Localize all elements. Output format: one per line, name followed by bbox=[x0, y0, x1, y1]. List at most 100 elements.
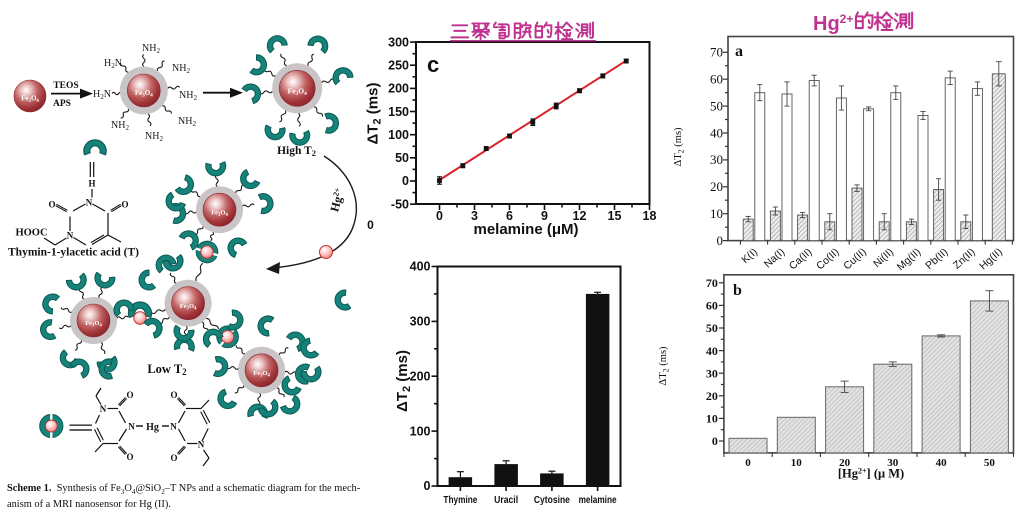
svg-text:ΔT2 (ms): ΔT2 (ms) bbox=[394, 350, 413, 412]
svg-text:NH2: NH2 bbox=[145, 131, 163, 143]
svg-text:40: 40 bbox=[710, 125, 723, 140]
svg-text:200: 200 bbox=[388, 82, 409, 96]
svg-text:Fe3O4: Fe3O4 bbox=[288, 86, 307, 97]
svg-text:Thymin-1-ylacetic acid (T): Thymin-1-ylacetic acid (T) bbox=[8, 247, 139, 259]
svg-text:50: 50 bbox=[395, 151, 409, 165]
svg-text:c: c bbox=[427, 52, 439, 77]
svg-text:Fe3O4: Fe3O4 bbox=[85, 320, 102, 329]
svg-text:70: 70 bbox=[710, 45, 723, 60]
svg-text:O: O bbox=[170, 453, 177, 463]
svg-text:[Hg2+] (μ M): [Hg2+] (μ M) bbox=[838, 467, 904, 481]
svg-text:-50: -50 bbox=[391, 197, 409, 211]
svg-text:0: 0 bbox=[367, 218, 374, 232]
svg-text:30: 30 bbox=[887, 457, 899, 469]
svg-text:300: 300 bbox=[388, 35, 409, 49]
svg-text:10: 10 bbox=[710, 206, 723, 221]
svg-text:N: N bbox=[100, 404, 107, 414]
svg-text:N: N bbox=[170, 422, 177, 432]
svg-text:250: 250 bbox=[388, 59, 409, 73]
svg-text:Fe3O4: Fe3O4 bbox=[135, 89, 153, 99]
svg-text:Uracil: Uracil bbox=[494, 494, 518, 506]
svg-text:0: 0 bbox=[402, 174, 409, 188]
svg-text:12: 12 bbox=[573, 209, 587, 223]
svg-text:NH2: NH2 bbox=[172, 63, 190, 75]
svg-text:b: b bbox=[733, 282, 742, 299]
svg-text:Ca(II): Ca(II) bbox=[787, 246, 815, 272]
svg-text:N: N bbox=[128, 422, 135, 432]
svg-text:Thymine: Thymine bbox=[443, 494, 477, 506]
svg-text:Hg2+: Hg2+ bbox=[327, 186, 347, 213]
svg-text:melamine (μM): melamine (μM) bbox=[473, 221, 578, 238]
svg-text:Cytosine: Cytosine bbox=[534, 494, 570, 506]
svg-text:30: 30 bbox=[706, 366, 718, 380]
svg-text:150: 150 bbox=[388, 105, 409, 119]
svg-text:H: H bbox=[88, 179, 95, 189]
svg-text:70: 70 bbox=[706, 276, 718, 290]
svg-text:Fe3O4: Fe3O4 bbox=[253, 370, 270, 379]
svg-text:10: 10 bbox=[706, 412, 718, 426]
svg-text:a: a bbox=[735, 43, 743, 60]
svg-text:200: 200 bbox=[410, 369, 431, 383]
svg-text:melamine: melamine bbox=[579, 494, 617, 506]
svg-text:Ni(II): Ni(II) bbox=[871, 246, 896, 270]
svg-text:15: 15 bbox=[608, 209, 622, 223]
svg-text:Hg: Hg bbox=[146, 422, 159, 433]
svg-text:100: 100 bbox=[410, 424, 431, 438]
svg-text:O: O bbox=[170, 390, 177, 400]
svg-text:50: 50 bbox=[984, 457, 996, 469]
svg-text:High T2: High T2 bbox=[277, 145, 316, 158]
svg-text:ΔT2 (ms): ΔT2 (ms) bbox=[673, 127, 686, 167]
svg-text:400: 400 bbox=[410, 260, 431, 274]
svg-text:O: O bbox=[126, 452, 133, 462]
svg-text:Cu(II): Cu(II) bbox=[841, 246, 869, 272]
svg-text:Hg(II): Hg(II) bbox=[977, 246, 1005, 272]
svg-text:100: 100 bbox=[388, 128, 409, 142]
svg-text:50: 50 bbox=[706, 321, 718, 335]
svg-text:H2N: H2N bbox=[104, 58, 122, 70]
svg-text:20: 20 bbox=[710, 179, 723, 194]
svg-text:NH2: NH2 bbox=[178, 116, 196, 128]
svg-text:H2N: H2N bbox=[93, 89, 111, 101]
svg-text:3: 3 bbox=[471, 209, 478, 223]
svg-text:0: 0 bbox=[745, 457, 751, 469]
svg-text:TEOS: TEOS bbox=[53, 81, 78, 91]
svg-text:10: 10 bbox=[791, 457, 803, 469]
svg-text:N: N bbox=[198, 440, 205, 450]
svg-text:0: 0 bbox=[717, 233, 724, 248]
svg-text:20: 20 bbox=[839, 457, 851, 469]
svg-text:NH2: NH2 bbox=[142, 43, 160, 55]
svg-text:300: 300 bbox=[410, 315, 431, 329]
svg-text:9: 9 bbox=[541, 209, 548, 223]
svg-text:6: 6 bbox=[506, 209, 513, 223]
svg-text:ΔT2 (ms): ΔT2 (ms) bbox=[365, 83, 384, 145]
svg-text:30: 30 bbox=[710, 152, 723, 167]
svg-text:50: 50 bbox=[710, 98, 723, 113]
svg-text:K(I): K(I) bbox=[739, 246, 760, 266]
svg-text:APS: APS bbox=[53, 99, 71, 109]
svg-text:Fe3O4: Fe3O4 bbox=[21, 95, 39, 105]
svg-text:HOOC: HOOC bbox=[15, 228, 47, 239]
svg-text:40: 40 bbox=[706, 344, 718, 358]
svg-text:Low T2: Low T2 bbox=[147, 362, 187, 377]
svg-text:0: 0 bbox=[436, 209, 443, 223]
svg-text:ΔT2 (ms): ΔT2 (ms) bbox=[658, 346, 671, 386]
svg-text:Na(I): Na(I) bbox=[762, 246, 787, 271]
svg-text:Co(II): Co(II) bbox=[814, 246, 842, 272]
svg-text:Mg(II): Mg(II) bbox=[895, 246, 923, 273]
svg-text:N: N bbox=[67, 231, 74, 241]
svg-text:60: 60 bbox=[706, 299, 718, 313]
svg-text:Zn(II): Zn(II) bbox=[951, 246, 978, 272]
svg-text:O: O bbox=[126, 390, 133, 400]
svg-text:Fe3O4: Fe3O4 bbox=[180, 303, 197, 312]
svg-text:0: 0 bbox=[424, 479, 431, 493]
svg-text:NH2: NH2 bbox=[179, 90, 197, 102]
svg-text:O: O bbox=[48, 200, 55, 210]
svg-text:Pb(II): Pb(II) bbox=[923, 246, 950, 272]
svg-text:NH2: NH2 bbox=[111, 120, 129, 132]
svg-text:O: O bbox=[121, 200, 128, 210]
svg-text:20: 20 bbox=[706, 389, 718, 403]
svg-text:60: 60 bbox=[710, 72, 723, 87]
svg-text:Hg2+: Hg2+ bbox=[813, 12, 853, 35]
svg-text:N: N bbox=[86, 198, 93, 208]
svg-text:40: 40 bbox=[936, 457, 948, 469]
